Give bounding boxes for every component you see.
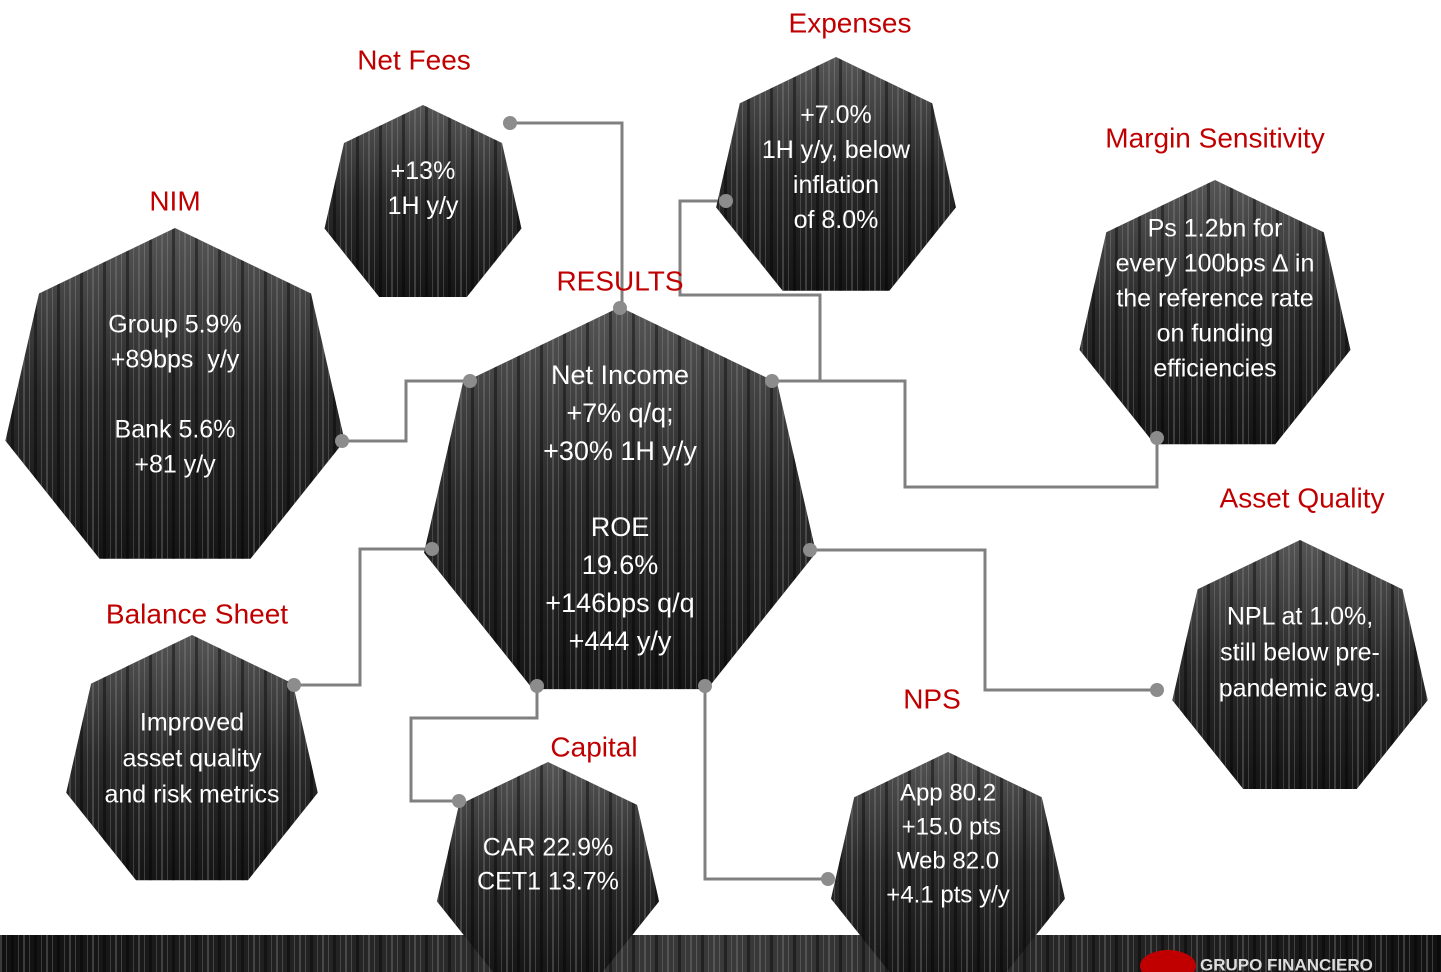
connector-dot	[503, 116, 517, 130]
node-text: inflation	[793, 171, 879, 199]
connector-dot	[1150, 431, 1164, 445]
connector-dot	[425, 542, 439, 556]
node-title: Asset Quality	[1220, 482, 1385, 513]
node-title: RESULTS	[556, 265, 683, 296]
node-text: +7.0%	[800, 101, 872, 129]
node-text: +13%	[391, 157, 456, 185]
connector-dot	[821, 872, 835, 886]
node-text: +30% 1H y/y	[543, 436, 697, 466]
node-text: still below pre-	[1220, 639, 1380, 667]
node-text: CET1 13.7%	[477, 868, 619, 896]
node-text: Improved	[140, 709, 244, 737]
connector	[810, 550, 1157, 690]
connector-dot	[719, 194, 733, 208]
node-title: NIM	[149, 185, 200, 216]
node-title: Expenses	[789, 7, 912, 38]
node-text: Bank 5.6%	[115, 416, 236, 444]
node-text: +89bps y/y	[111, 346, 240, 374]
slide: GRUPO FINANCIERO RESULTS Net Income +7% q/…	[0, 0, 1441, 972]
node-text: +146bps q/q	[545, 588, 694, 618]
connector-dot	[698, 679, 712, 693]
node-text: +15.0 pts	[895, 813, 1001, 840]
connector	[342, 381, 470, 441]
node-text: on funding	[1157, 320, 1274, 348]
connector-dot	[765, 374, 779, 388]
node-text: +81 y/y	[134, 451, 216, 479]
node-text: NPL at 1.0%,	[1227, 603, 1373, 631]
node-text: efficiencies	[1153, 355, 1276, 383]
node-text: +4.1 pts y/y	[886, 881, 1009, 908]
node-text: pandemic avg.	[1219, 675, 1382, 703]
node-text: Web 82.0	[897, 847, 999, 874]
connector	[772, 381, 1157, 487]
node-text: of 8.0%	[794, 206, 879, 234]
connector	[294, 549, 432, 685]
node-text: Group 5.9%	[108, 311, 241, 339]
connector-dot	[803, 543, 817, 557]
node-text: 19.6%	[582, 550, 659, 580]
connector-dot	[613, 301, 627, 315]
node-text: App 80.2	[900, 779, 996, 806]
node-title: Capital	[550, 731, 637, 762]
node-title: Balance Sheet	[106, 598, 288, 629]
node-text: the reference rate	[1116, 285, 1313, 313]
node-text: Net Income	[551, 360, 689, 390]
nodes: RESULTS Net Income +7% q/q; +30% 1H y/y ROE 1…	[5, 7, 1427, 972]
connector-dot	[287, 678, 301, 692]
node-text: and risk metrics	[104, 781, 279, 809]
node-text: 1H y/y, below	[762, 136, 911, 164]
node-text: every 100bps ∆ in	[1116, 250, 1315, 278]
connector-dot	[530, 679, 544, 693]
node-title: Net Fees	[357, 44, 471, 75]
node-text: ROE	[591, 512, 650, 542]
footer-brand: GRUPO FINANCIERO	[1200, 955, 1373, 972]
node-title: NPS	[903, 683, 961, 714]
node-text: +444 y/y	[569, 626, 672, 656]
connector-dot	[452, 794, 466, 808]
node-title: Margin Sensitivity	[1105, 122, 1324, 153]
connector-dot	[1150, 683, 1164, 697]
connector	[705, 686, 828, 879]
node-text: 1H y/y	[388, 192, 459, 220]
node-text: asset quality	[123, 745, 262, 773]
node-text: +7% q/q;	[566, 398, 673, 428]
connector-dot	[335, 434, 349, 448]
heptagon-texture	[5, 228, 344, 559]
connector-dot	[463, 374, 477, 388]
node-text: CAR 22.9%	[483, 834, 614, 862]
node-text: Ps 1.2bn for	[1148, 215, 1283, 243]
